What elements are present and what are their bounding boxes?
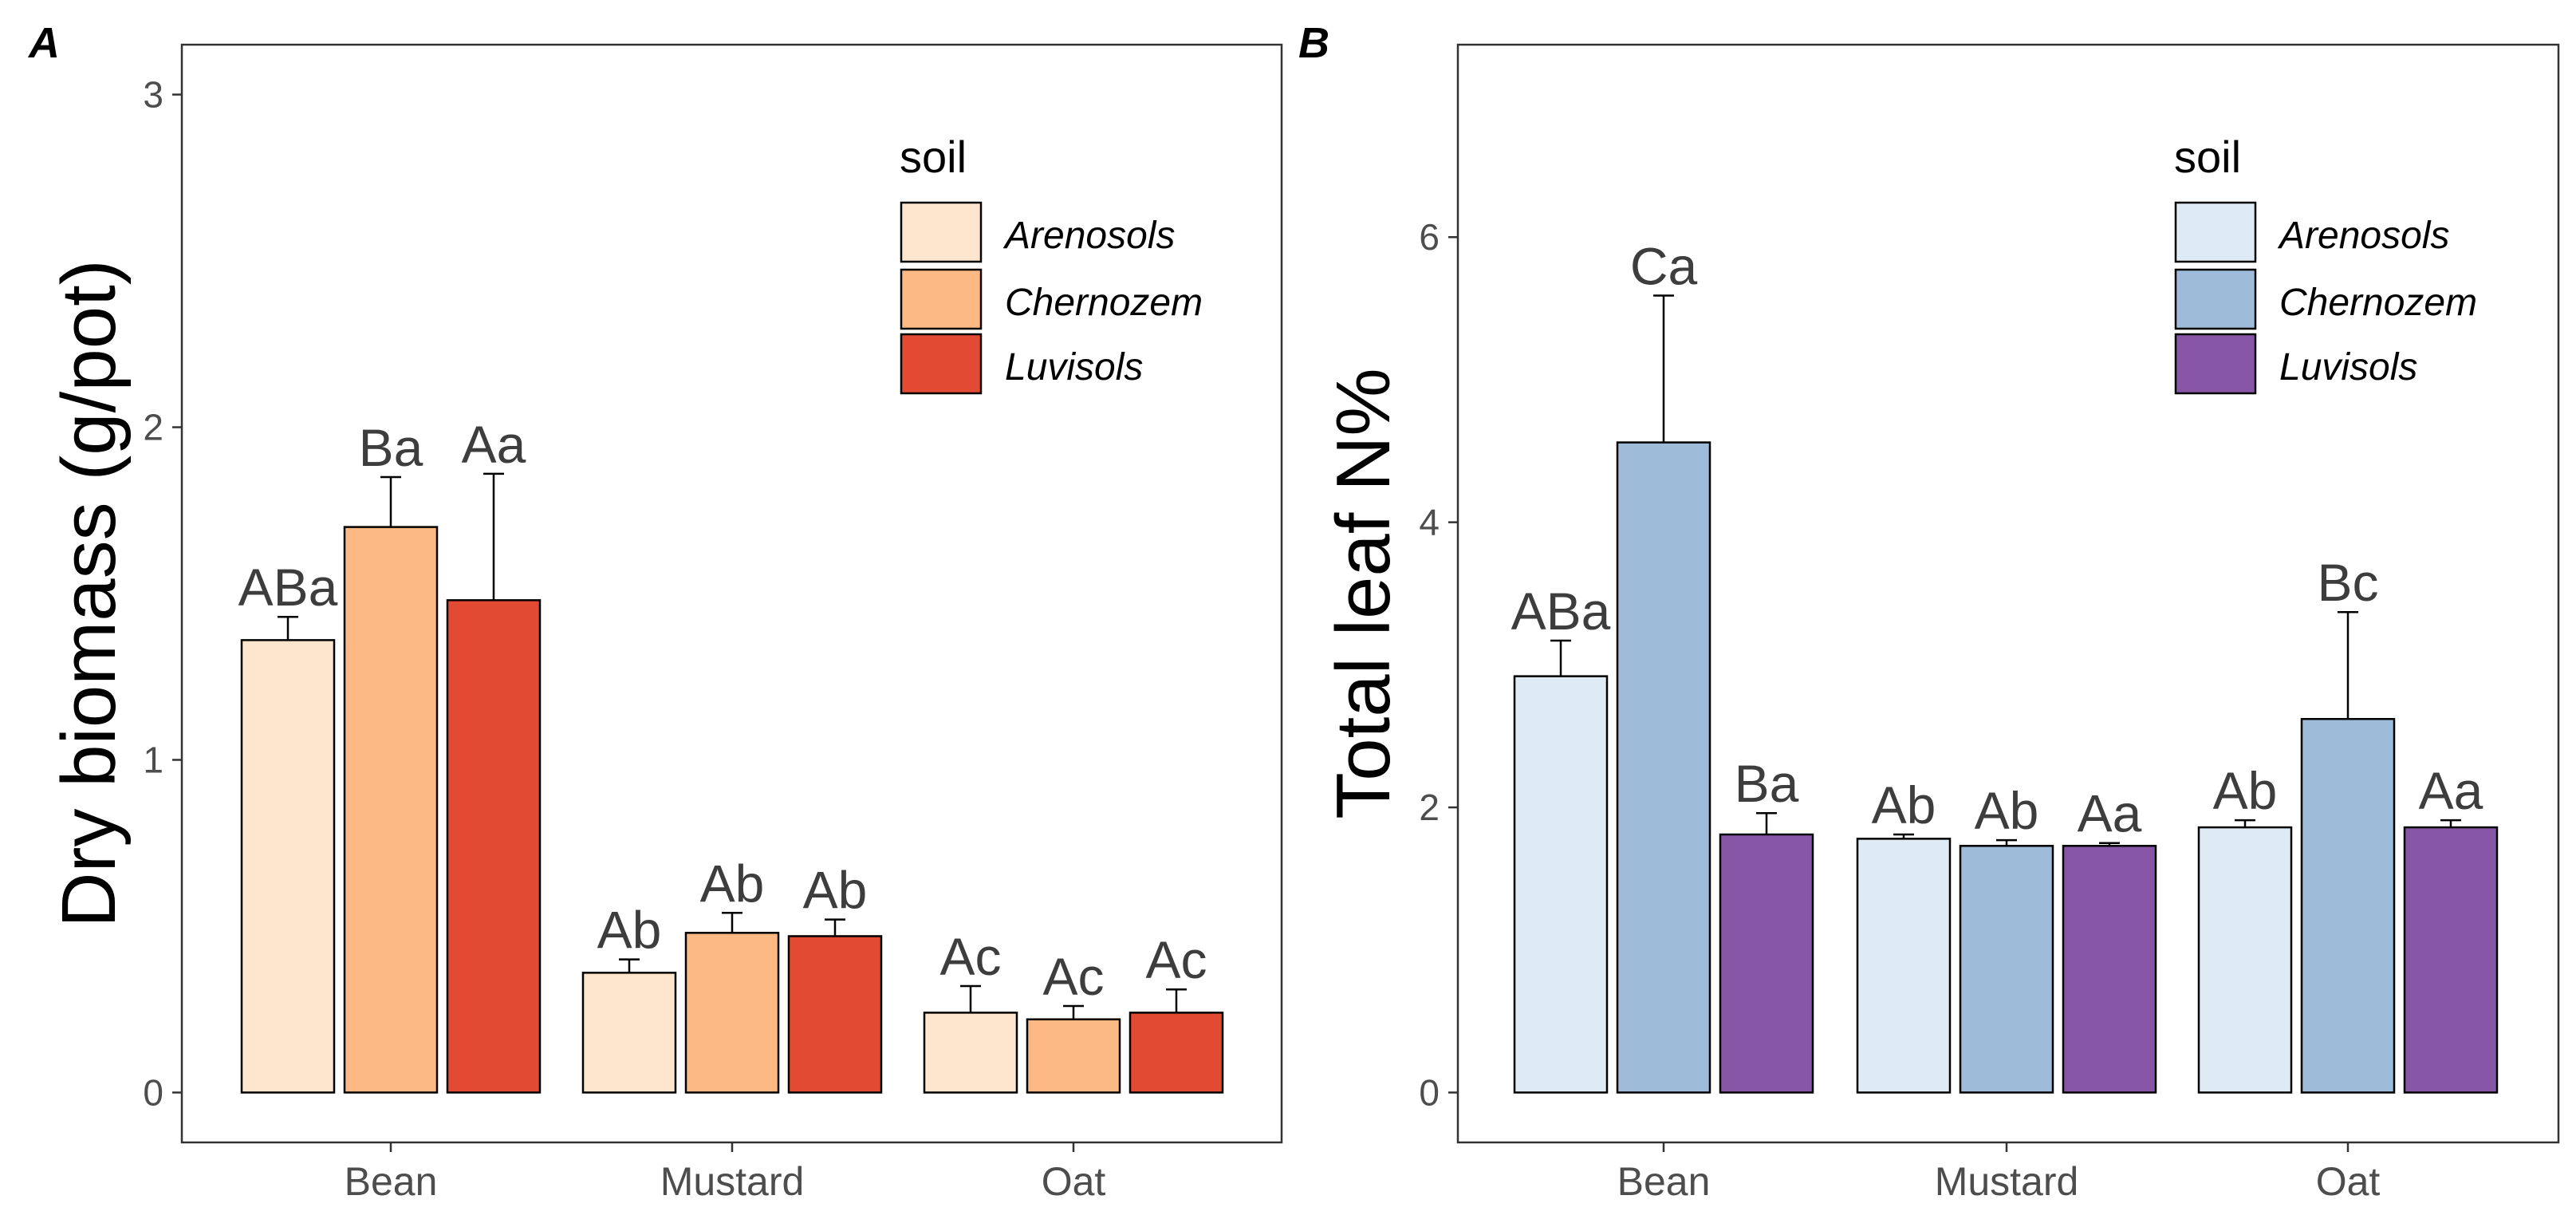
significance-label: Aa — [2419, 761, 2483, 820]
y-tick-label: 0 — [1419, 1071, 1440, 1113]
y-tick-label: 4 — [1419, 502, 1440, 543]
significance-label: Ab — [1872, 775, 1936, 834]
significance-label: Ab — [2213, 761, 2278, 820]
y-tick-label: 3 — [143, 74, 163, 116]
bar-bean-chernozem — [343, 526, 439, 1094]
significance-label: Ac — [1145, 930, 1207, 989]
bar-mustard-chernozem — [1959, 845, 2054, 1094]
plot-border — [1456, 43, 2560, 1144]
bar-bean-arenosols — [1513, 675, 1609, 1094]
bar-oat-chernozem — [2300, 718, 2396, 1094]
significance-label: Ab — [1975, 781, 2039, 840]
x-tick-label-mustard: Mustard — [660, 1159, 805, 1204]
x-tick-label-bean: Bean — [1617, 1159, 1711, 1204]
significance-label: Ab — [803, 861, 868, 920]
panel-tag-label: B — [1298, 19, 1329, 67]
significance-label: ABa — [238, 558, 338, 617]
bar-bean-chernozem — [1616, 441, 1711, 1094]
legend-key-arenosols — [900, 201, 983, 263]
y-axis-label: Dry biomass (g/pot) — [46, 259, 132, 928]
bar-mustard-chernozem — [684, 932, 780, 1094]
legend-key-luvisols — [2174, 333, 2257, 395]
significance-label: Aa — [462, 415, 526, 474]
significance-label: Ab — [597, 901, 662, 960]
panel-a: A ABa Ab Ac Ba Ab Ac Aa Ab Ac 0 1 2 3 Bean Mustard Oat Dr… — [27, 19, 1283, 1204]
bar-mustard-arenosols — [581, 972, 677, 1094]
bar-oat-arenosols — [2197, 826, 2293, 1094]
bar-bean-arenosols — [240, 639, 336, 1094]
y-tick-label: 0 — [143, 1071, 163, 1113]
y-axis-label: Total leaf N% — [1321, 368, 1406, 819]
legend-key-chernozem — [900, 268, 983, 330]
legend-item-chernozem: Chernozem — [2279, 282, 2477, 324]
significance-label: Ba — [1735, 754, 1799, 813]
y-tick-label: 1 — [143, 739, 163, 780]
legend-key-luvisols — [900, 333, 983, 395]
x-tick-label-mustard: Mustard — [1935, 1159, 2079, 1204]
bar-mustard-arenosols — [1856, 838, 1952, 1094]
significance-label: ABa — [1511, 582, 1611, 641]
panel-b: B ABa Ab Ab Ca Ab Bc Ba Aa Aa 0 2 4 6 Bean Mustard Oat To… — [1298, 19, 2560, 1204]
y-tick-label: 2 — [143, 407, 163, 448]
x-tick-label-oat: Oat — [2316, 1159, 2381, 1204]
significance-label: Aa — [2078, 784, 2142, 843]
legend: soil Arenosols Chernozem Luvisols — [900, 132, 1203, 395]
legend-key-chernozem — [2174, 268, 2257, 330]
bar-bean-luvisols — [1719, 833, 1814, 1094]
significance-label: Ab — [700, 854, 765, 913]
y-tick-label: 2 — [1419, 787, 1440, 828]
legend-item-luvisols: Luvisols — [2279, 346, 2417, 389]
legend-item-chernozem: Chernozem — [1005, 282, 1203, 324]
bar-mustard-luvisols — [787, 935, 883, 1094]
legend-item-arenosols: Arenosols — [1002, 215, 1175, 257]
legend-item-arenosols: Arenosols — [2277, 215, 2449, 257]
significance-label: Ca — [1630, 237, 1698, 296]
x-tick-label-bean: Bean — [345, 1159, 438, 1204]
panel-tag-label: A — [27, 19, 60, 67]
significance-label: Ba — [359, 418, 423, 477]
legend: soil Arenosols Chernozem Luvisols — [2174, 132, 2477, 395]
y-tick-label: 6 — [1419, 216, 1440, 258]
x-tick-label-oat: Oat — [1042, 1159, 1106, 1204]
significance-label: Bc — [2317, 553, 2378, 612]
legend-title: soil — [2174, 132, 2241, 182]
bar-oat-luvisols — [1128, 1012, 1224, 1094]
legend-item-luvisols: Luvisols — [1005, 346, 1143, 389]
bar-oat-chernozem — [1026, 1018, 1121, 1094]
legend-key-arenosols — [2174, 201, 2257, 263]
significance-label: Ac — [939, 927, 1001, 986]
legend-title: soil — [900, 132, 967, 182]
significance-label: Ac — [1042, 947, 1104, 1006]
bar-bean-luvisols — [446, 599, 542, 1094]
bar-mustard-luvisols — [2062, 845, 2157, 1094]
bar-oat-luvisols — [2403, 826, 2499, 1094]
bar-oat-arenosols — [923, 1012, 1018, 1094]
